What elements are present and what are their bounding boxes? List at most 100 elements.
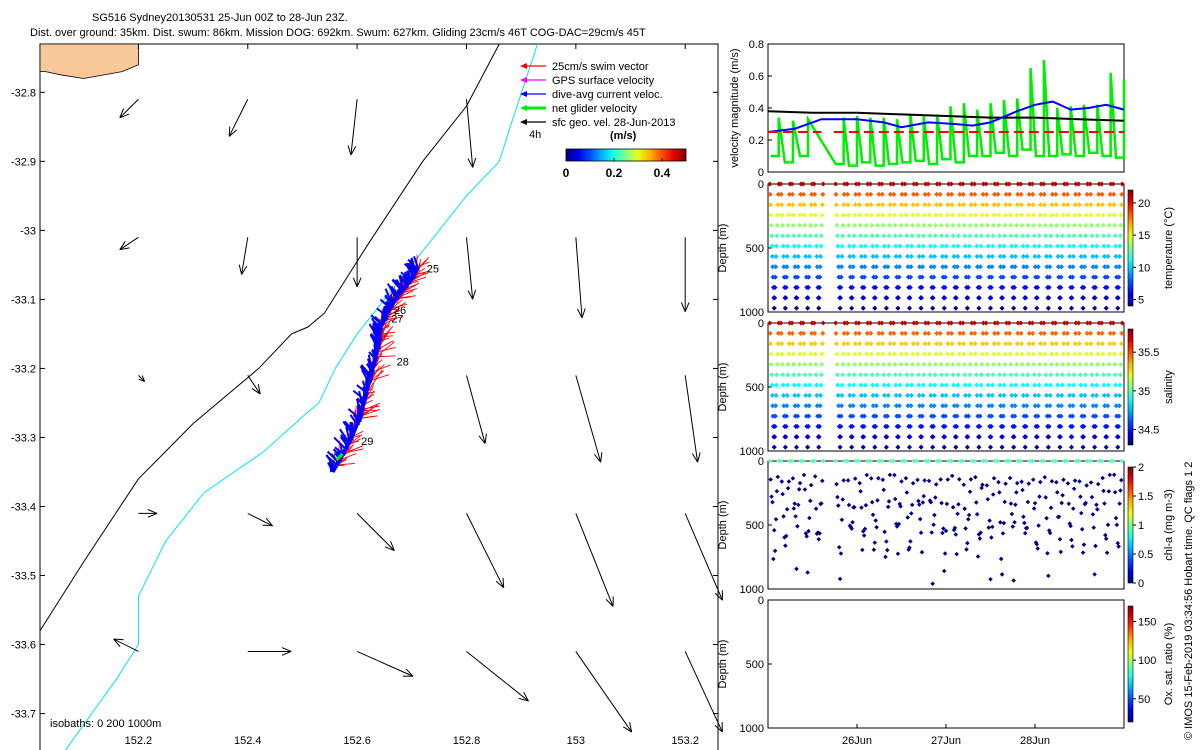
profile-sample [1037, 222, 1043, 228]
profile-sample [784, 392, 790, 398]
profile-sample [1089, 361, 1095, 367]
profile-sample [1012, 403, 1018, 409]
profile-sample [1113, 392, 1119, 398]
profile-sample [846, 222, 852, 228]
profile-sample [1038, 320, 1044, 326]
isobath-200m [64, 43, 539, 750]
profile-sample [1031, 233, 1037, 239]
profile-sample [965, 434, 971, 440]
profile-sample [1099, 191, 1105, 197]
profile-sample [1041, 458, 1047, 464]
profile-sample [984, 483, 990, 488]
profile-sample [1046, 295, 1052, 301]
profile-sample [1002, 499, 1008, 505]
profile-sample [1026, 212, 1032, 218]
profile-sample [899, 320, 905, 326]
profile-sample [1078, 253, 1084, 259]
profile-sample [839, 382, 845, 388]
profile-sample [796, 487, 802, 492]
profile-sample [903, 212, 909, 218]
profile-sample [1111, 341, 1117, 347]
geo-velocity-vector [466, 651, 529, 702]
profile-sample [1006, 458, 1012, 464]
glider-track [325, 254, 430, 474]
profile-sample [1059, 382, 1065, 388]
profile-sample [899, 341, 905, 347]
profile-sample [1081, 542, 1087, 547]
profile-sample [1073, 458, 1079, 464]
profile-sample [960, 320, 966, 326]
profile-sample [1029, 320, 1035, 326]
geo-velocity-vector [228, 98, 249, 137]
profile-sample [1011, 295, 1017, 301]
profile-sample [820, 478, 825, 484]
profile-sample [1087, 320, 1093, 326]
profile-sample [1119, 330, 1125, 336]
profile-sample [1084, 202, 1090, 208]
profile-sample [806, 528, 811, 534]
profile-sample [1101, 382, 1107, 388]
profile-sample [1084, 341, 1090, 347]
depth-panel-chla: 0 500 1000 Depth (m) 0 0.5 1 1.5 2 chl-a (mg m-3) [717, 456, 1175, 596]
profile-sample [998, 556, 1004, 562]
header-line-1: SG516 Sydney20130531 25-Jun 00Z to 28-Ju… [92, 12, 348, 24]
profile-sample [1030, 341, 1036, 347]
dive-avg-current-vector [407, 258, 418, 270]
profile-sample [1061, 341, 1067, 347]
profile-sample [1106, 222, 1112, 228]
swim-vector [371, 364, 391, 374]
profile-sample [852, 505, 857, 510]
profile-sample [837, 576, 843, 582]
profile-sample [1055, 403, 1061, 409]
profile-sample [797, 202, 803, 208]
profile-sample [1095, 222, 1101, 228]
profile-sample [880, 212, 886, 218]
profile-sample [1027, 181, 1033, 187]
profile-sample [987, 518, 992, 523]
profile-sample [771, 556, 776, 562]
profile-sample [1066, 233, 1072, 239]
profile-sample [937, 341, 944, 347]
profile-sample [1096, 458, 1102, 464]
swim-vector [355, 405, 357, 422]
profile-sample [1008, 233, 1014, 239]
profile-sample [1042, 202, 1048, 208]
profile-sample [1107, 202, 1113, 208]
profile-sample [897, 382, 903, 388]
profile-sample [948, 181, 954, 187]
profile-sample [816, 434, 822, 440]
profile-sample [1052, 320, 1059, 326]
profile-sample [956, 202, 963, 208]
profile-sample [774, 361, 780, 367]
profile-sample [1073, 320, 1079, 326]
profile-sample [1112, 489, 1118, 495]
profile-sample [880, 341, 886, 347]
geo-velocity-vector [238, 237, 249, 275]
profile-sample [1118, 212, 1124, 218]
profile-sample [1088, 330, 1094, 336]
profile-sample [927, 361, 933, 367]
profile-sample [1049, 478, 1055, 484]
profile-sample [910, 341, 916, 347]
depth-panel-oxygen: 0 500 1000 Depth (m) 50 100 150 Ox. sat. ratio … [717, 595, 1175, 747]
depth-ytick-label: 500 [746, 243, 764, 255]
profile-sample [891, 458, 896, 464]
profile-sample [837, 434, 844, 440]
profile-sample [1022, 305, 1028, 311]
speed-colorbar-tick-label: 0 [563, 166, 570, 180]
dive-avg-current-vector [386, 283, 398, 297]
depth-ytick-label: 500 [746, 520, 764, 532]
profile-sample [1112, 233, 1118, 239]
profile-sample [931, 274, 937, 280]
profile-sample [884, 295, 890, 301]
dive-avg-current-vector [384, 295, 393, 305]
geo-velocity-vector [684, 513, 723, 601]
profile-sample [985, 243, 991, 249]
profile-sample [879, 320, 885, 326]
profile-sample [1000, 531, 1006, 536]
profile-sample [1064, 320, 1070, 326]
profile-sample [833, 458, 838, 464]
colorbar-tick-label: 10 [1138, 262, 1150, 274]
profile-sample [851, 372, 857, 378]
profile-sample [934, 330, 940, 336]
